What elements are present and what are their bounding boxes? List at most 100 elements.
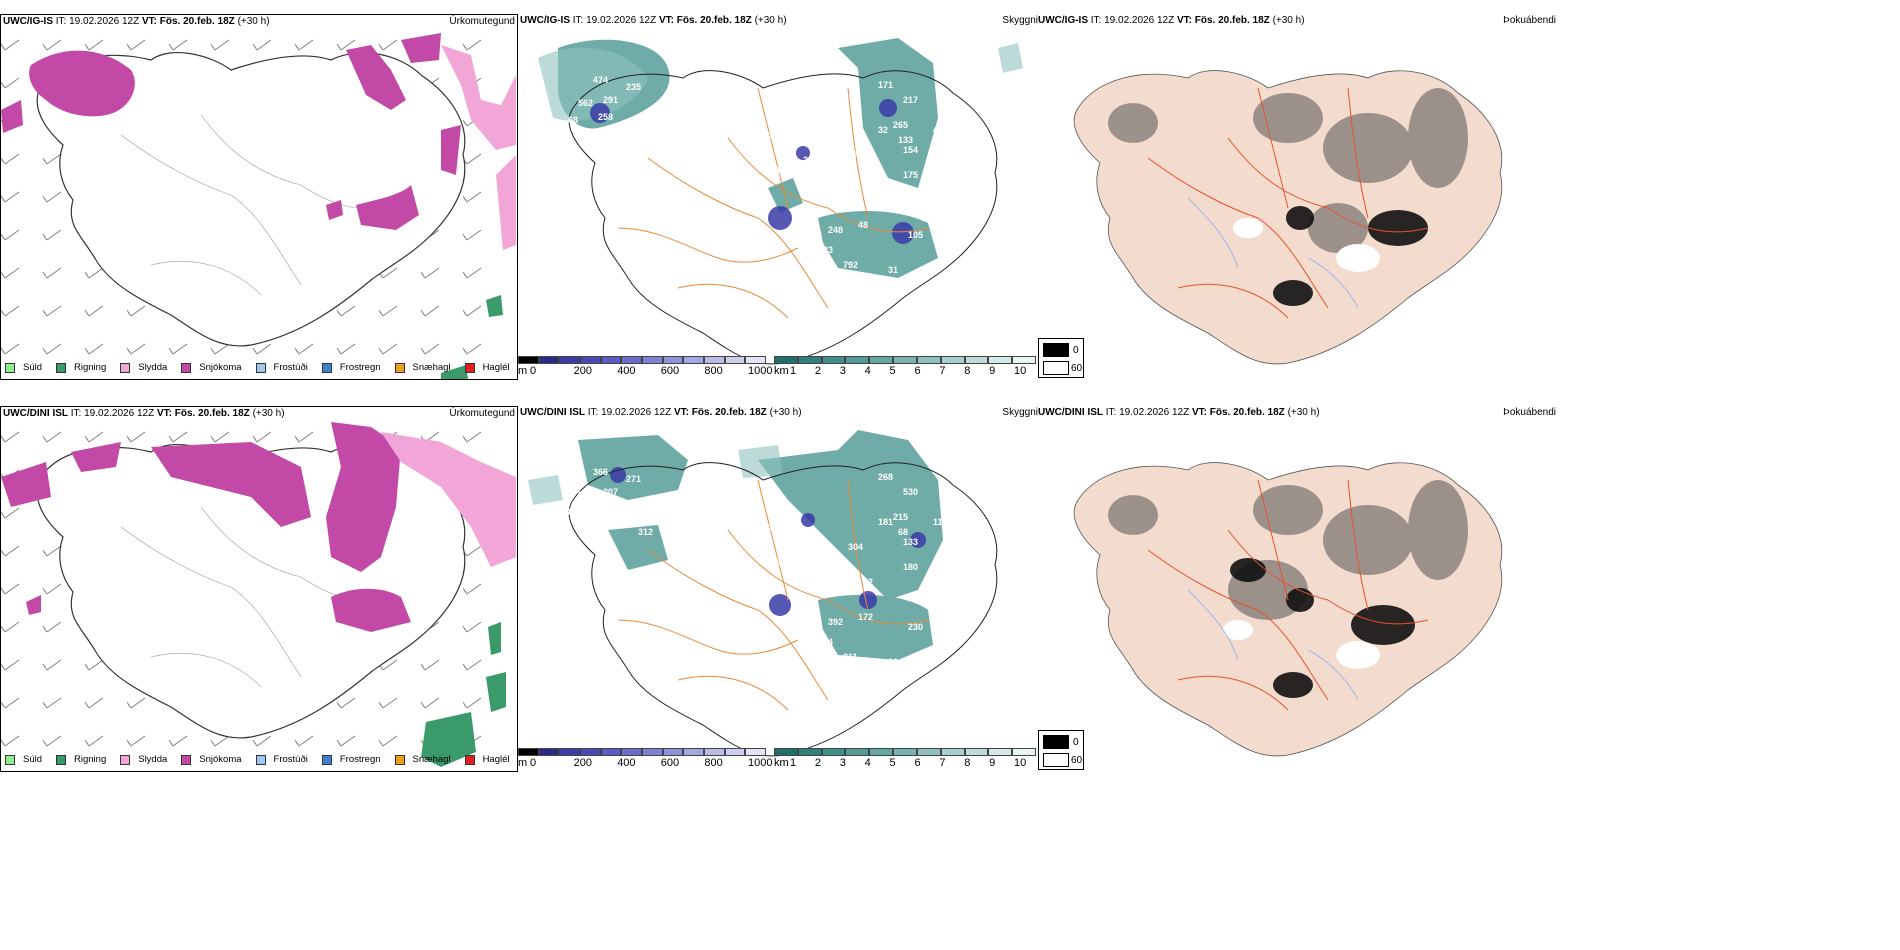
visibility-value-label: 231 — [973, 552, 988, 562]
visibility-value-label: 235 — [626, 82, 641, 92]
scale-segment — [641, 748, 663, 756]
fog-label-top: Þokuábendi — [1503, 15, 1556, 26]
visibility-value-label: 233 — [818, 245, 833, 255]
precip-legend-swatch — [181, 362, 192, 373]
wind-barb — [420, 659, 440, 671]
precip-legend-item: Haglél — [464, 754, 510, 765]
precip-legend-top: Súld Rigning Slydda Snjókoma Frostúði Frostre… — [5, 362, 524, 373]
wind-barb — [42, 229, 62, 241]
sky-title-bottom: UWC/DINI ISL IT: 19.02.2026 12Z VT: Fös.… — [520, 407, 802, 418]
scale-segment — [797, 748, 822, 756]
scale-segment — [600, 356, 622, 364]
scale-segment — [518, 748, 539, 756]
wind-barb — [84, 305, 104, 317]
visibility-value-label: 268 — [878, 472, 893, 482]
visibility-value-label: 441 — [933, 125, 948, 135]
wind-barb — [420, 343, 440, 355]
visibility-value-label: 68 — [568, 115, 578, 125]
scale-tick-label: 600 — [660, 365, 680, 377]
scale-segment — [845, 748, 870, 756]
precip-map-bottom — [1, 422, 516, 767]
scale-tick-label: 400 — [617, 757, 636, 769]
wind-barb — [42, 267, 62, 279]
precip-legend-item: Rigning — [56, 362, 106, 373]
scale-ticks-km-bottom: 1 2 3 4 5 6 7 8 9 10 — [790, 757, 1036, 771]
scale-segment — [600, 748, 622, 756]
wind-barb — [336, 697, 356, 709]
precip-legend-swatch — [321, 362, 332, 373]
scale-tick-label: 200 — [573, 365, 592, 377]
scale-segment — [1012, 748, 1036, 756]
visibility-value-label: 154 — [903, 145, 918, 155]
scale-segment — [916, 356, 941, 364]
wind-barb — [168, 343, 188, 355]
precip-legend-label: Frostúði — [273, 754, 308, 765]
wind-barb — [294, 343, 314, 355]
cloud-legend-swatch-0 — [1043, 735, 1069, 749]
precip-legend-item: Snæhagl — [394, 362, 451, 373]
wind-barb — [378, 305, 398, 317]
visibility-value-label: 80 — [568, 507, 578, 517]
scale-segment — [559, 356, 580, 364]
wind-barb — [378, 39, 398, 51]
visibility-value-label: 166 — [843, 195, 858, 205]
scale-tick-label: 400 — [617, 365, 636, 377]
precip-legend-swatch — [5, 754, 15, 765]
scale-segment — [964, 748, 989, 756]
cloud-legend-label-60: 60 — [1071, 755, 1083, 766]
precip-legend-swatch — [394, 754, 405, 765]
wind-barb — [84, 431, 104, 443]
scale-segment — [559, 748, 580, 756]
wind-barb — [1, 229, 20, 241]
fog-label-bottom: Þokuábendi — [1503, 407, 1556, 418]
cloud-legend-swatch-60 — [1043, 361, 1069, 375]
visibility-value-label: 230 — [908, 622, 923, 632]
visibility-value-label: 141 — [768, 130, 783, 140]
precip-legend-item: Frostregn — [321, 362, 381, 373]
precip-legend-label: Snjókoma — [199, 754, 242, 765]
scale-tick-label: 3 — [839, 365, 846, 377]
wind-barb — [1, 545, 20, 557]
scale-segment — [774, 356, 798, 364]
precip-legend-label: Slydda — [138, 362, 168, 373]
precip-legend-label: Frostregn — [339, 754, 381, 765]
precip-legend-item: Súld — [5, 754, 42, 765]
precip-legend-label: Snæhagl — [412, 754, 451, 765]
wind-barb — [84, 267, 104, 279]
wind-barb — [42, 39, 62, 51]
precip-legend-item: Slydda — [120, 754, 167, 765]
wind-barb — [336, 39, 356, 51]
wind-barb — [42, 431, 62, 443]
scale-tick-label: 4 — [864, 757, 871, 769]
precip-title-top: UWC/IG-IS IT: 19.02.2026 12Z VT: Fös. 20… — [3, 16, 270, 27]
wind-barb — [126, 39, 146, 51]
scale-bar-m-top — [518, 356, 766, 364]
scale-segment — [940, 748, 965, 756]
wind-barb — [84, 697, 104, 709]
visibility-value-label: 217 — [903, 95, 918, 105]
scale-tick-label: 800 — [704, 757, 723, 769]
scale-unit-km-bottom: km — [774, 757, 789, 769]
wind-barb — [252, 343, 272, 355]
scale-segment — [579, 748, 601, 756]
visibility-value-label: 48 — [858, 220, 868, 230]
scale-tick-label: 0 — [530, 757, 537, 769]
wind-barb — [378, 343, 398, 355]
precip-legend-bottom: Súld Rigning Slydda Snjókoma Frostúði Frostre… — [5, 754, 524, 765]
scale-segment — [916, 748, 941, 756]
wind-barb — [126, 305, 146, 317]
scale-segment — [964, 356, 989, 364]
cloud-legend-bottom: 0 60 — [1038, 730, 1084, 770]
scale-segment — [724, 748, 746, 756]
scale-bar-m-bottom — [518, 748, 766, 756]
wind-barb — [126, 343, 146, 355]
wind-barb — [126, 431, 146, 443]
wind-barb — [210, 39, 230, 51]
scale-tick-label: 6 — [914, 757, 921, 769]
precip-legend-label: Haglél — [482, 754, 510, 765]
wind-barb — [168, 431, 188, 443]
wind-barb — [462, 153, 482, 165]
visibility-value-label: 17 — [863, 185, 873, 195]
precip-legend-swatch — [255, 754, 266, 765]
